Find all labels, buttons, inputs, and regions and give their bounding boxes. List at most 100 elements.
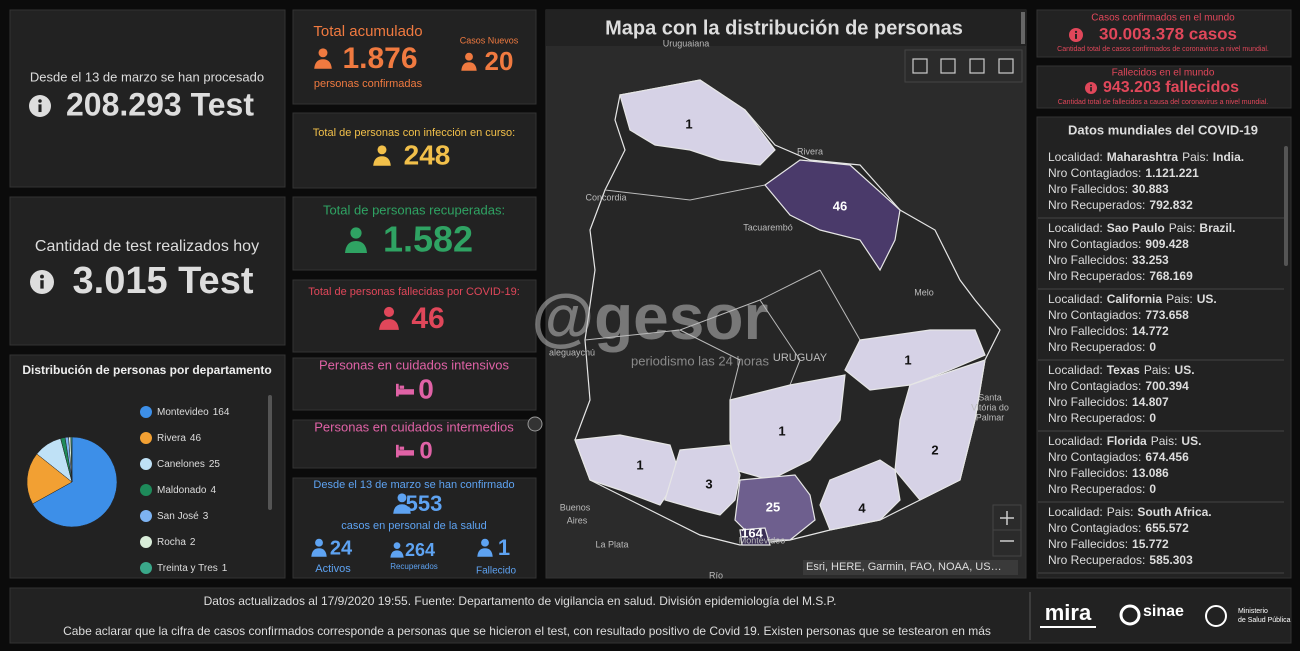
field-value: 700.394 bbox=[1145, 379, 1189, 393]
person-body bbox=[373, 156, 391, 166]
info-bar bbox=[1075, 33, 1077, 39]
legend-value: 164 bbox=[213, 407, 230, 418]
list-entry: Nro Contagiados: 655.572 bbox=[1048, 521, 1189, 535]
place-label: Rivera bbox=[797, 146, 823, 156]
place-label: Aires bbox=[567, 515, 588, 525]
place-label: Río bbox=[709, 570, 723, 580]
legend-swatch bbox=[140, 484, 152, 496]
legend-name: Maldonado bbox=[157, 485, 207, 496]
label: Total de personas recuperadas: bbox=[323, 202, 505, 217]
map-tool-button bbox=[998, 58, 1014, 74]
info-bar bbox=[1090, 87, 1092, 92]
label: 20 bbox=[485, 46, 514, 76]
field-label: Nro Recuperados: bbox=[1048, 269, 1145, 283]
list-entry: Localidad: Florida Pais: US. bbox=[1048, 434, 1201, 448]
locality: California bbox=[1107, 292, 1163, 306]
place-label: Palmar bbox=[976, 412, 1005, 422]
legend-name: Rocha bbox=[157, 537, 186, 548]
label: Mapa con la distribución de personas bbox=[605, 17, 963, 39]
place-label: Santa bbox=[978, 392, 1002, 402]
field-label: Pais: bbox=[1107, 505, 1134, 519]
field-label: Nro Fallecidos: bbox=[1048, 537, 1128, 551]
list-entry: Localidad: Maharashtra Pais: India. bbox=[1048, 150, 1244, 164]
legend-swatch bbox=[140, 536, 152, 548]
department bbox=[764, 159, 901, 272]
list-entry: Nro Recuperados: 0 bbox=[1048, 411, 1156, 425]
label: Distribución de personas por departament… bbox=[22, 363, 271, 377]
list-entry: Localidad: Pais: South Africa. bbox=[1048, 505, 1212, 519]
legend-entry: Canelones 25 bbox=[157, 459, 220, 470]
label: Cantidad total de fallecidos a causa del… bbox=[1058, 99, 1269, 106]
label: 264 bbox=[405, 540, 435, 560]
field-value: 14.807 bbox=[1132, 395, 1169, 409]
locality: Sao Paulo bbox=[1107, 221, 1165, 235]
field-value: 0 bbox=[1149, 482, 1156, 496]
field-label: Localidad: bbox=[1048, 434, 1103, 448]
field-value: 1.121.221 bbox=[1145, 166, 1199, 180]
scrollbar bbox=[268, 395, 272, 510]
legend-entry: Treinta y Tres 1 bbox=[157, 563, 228, 574]
person-body bbox=[311, 548, 327, 557]
pie-slice bbox=[26, 453, 73, 505]
list-entry: Nro Fallecidos: 14.772 bbox=[1048, 324, 1169, 338]
list-entry: Nro Contagiados: 1.121.221 bbox=[1048, 166, 1199, 180]
map-scrollbar bbox=[1021, 12, 1025, 44]
bed-head bbox=[396, 444, 399, 458]
place-label: Concordia bbox=[585, 192, 626, 202]
field-label: Nro Recuperados: bbox=[1048, 198, 1145, 212]
info-dot bbox=[1074, 30, 1078, 33]
department-count: 2 bbox=[931, 442, 938, 457]
field-label: Nro Fallecidos: bbox=[1048, 182, 1128, 196]
map-header bbox=[546, 10, 1026, 46]
legend-entry: San José 3 bbox=[157, 511, 209, 522]
field-value: 909.428 bbox=[1145, 237, 1189, 251]
person-body bbox=[393, 504, 411, 514]
label: 30.003.378 casos bbox=[1099, 24, 1237, 43]
info-icon bbox=[29, 95, 51, 117]
legend-swatch bbox=[140, 510, 152, 522]
department-border bbox=[759, 299, 801, 386]
panel bbox=[9, 9, 286, 188]
department bbox=[739, 527, 771, 546]
list-entry: Nro Contagiados: 909.428 bbox=[1048, 237, 1189, 251]
bed-icon bbox=[396, 383, 414, 397]
department-border bbox=[584, 269, 821, 341]
field-label: Pais: bbox=[1169, 221, 1196, 235]
person-head bbox=[481, 538, 489, 547]
person-head bbox=[393, 542, 401, 549]
locality: Texas bbox=[1107, 363, 1140, 377]
label: Cabe aclarar que la cifra de casos confi… bbox=[63, 624, 991, 638]
panel bbox=[292, 9, 537, 105]
pie-slice bbox=[70, 436, 73, 483]
department bbox=[844, 329, 986, 391]
person-head bbox=[377, 145, 387, 155]
department-count: 164 bbox=[741, 525, 763, 540]
label: Casos confirmados en el mundo bbox=[1091, 13, 1235, 24]
list-entry: Localidad: California Pais: US. bbox=[1048, 292, 1217, 306]
legend-name: Treinta y Tres bbox=[157, 563, 218, 574]
department bbox=[619, 79, 776, 166]
department bbox=[664, 444, 741, 516]
label: 1.876 bbox=[342, 42, 417, 75]
logo-sinae: sinae bbox=[1143, 603, 1184, 620]
list-entry: Nro Recuperados: 0 bbox=[1048, 482, 1156, 496]
label: 248 bbox=[404, 139, 451, 170]
legend-value: 4 bbox=[210, 485, 216, 496]
person-body bbox=[461, 62, 477, 71]
label: Personas en cuidados intensivos bbox=[319, 357, 510, 372]
legend-entry: Maldonado 4 bbox=[157, 485, 216, 496]
person-icon bbox=[379, 306, 399, 330]
field-label: Nro Recuperados: bbox=[1048, 340, 1145, 354]
info-bar bbox=[38, 104, 42, 113]
label: Casos Nuevos bbox=[460, 35, 519, 45]
department-count: 1 bbox=[778, 423, 785, 438]
info-dot bbox=[40, 274, 44, 279]
panel bbox=[1036, 65, 1292, 109]
person-icon bbox=[393, 493, 411, 514]
field-value: 14.772 bbox=[1132, 324, 1169, 338]
label: Total acumulado bbox=[313, 23, 422, 40]
panel bbox=[292, 279, 537, 353]
field-value: 585.303 bbox=[1149, 553, 1193, 567]
